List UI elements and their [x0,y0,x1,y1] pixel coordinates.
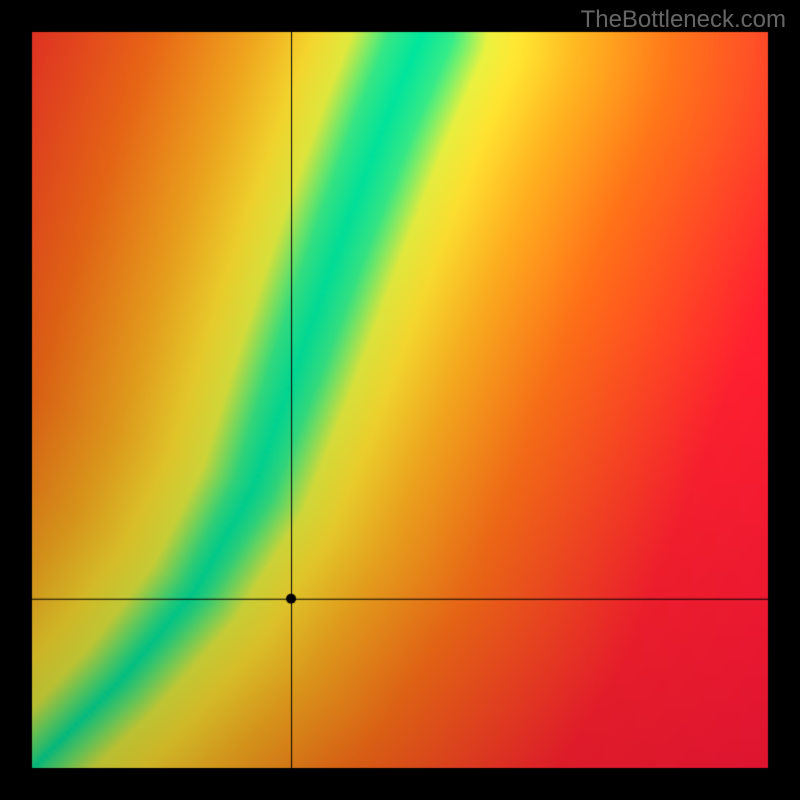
heatmap-canvas [0,0,800,800]
chart-container: TheBottleneck.com [0,0,800,800]
watermark-text: TheBottleneck.com [581,6,786,34]
